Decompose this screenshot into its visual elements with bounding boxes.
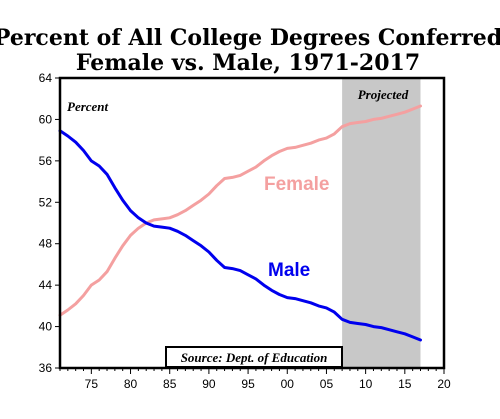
x-tick-label: 75 [85, 377, 99, 391]
projected-region [342, 78, 421, 368]
female-series-line [58, 104, 422, 317]
x-tick-label: 80 [124, 377, 138, 391]
x-tick-label: 00 [281, 377, 295, 391]
source-note: Source: Dept. of Education [181, 350, 328, 365]
female-series-label: Female [264, 174, 329, 195]
x-tick-label: 95 [241, 377, 255, 391]
male-series-label: Male [268, 260, 310, 281]
projected-label: Projected [358, 87, 409, 102]
y-tick-label: 48 [39, 237, 53, 251]
ylabel-annotation: Percent [67, 99, 109, 114]
male-series-line [58, 129, 422, 342]
x-tick-label: 85 [163, 377, 177, 391]
x-tick-label: 10 [359, 377, 373, 391]
y-tick-label: 56 [39, 154, 53, 168]
y-tick-label: 52 [39, 195, 53, 209]
x-tick-label: 15 [398, 377, 412, 391]
chart-subtitle: Female vs. Male, 1971-2017 [76, 50, 420, 76]
y-tick-label: 60 [39, 112, 53, 126]
y-tick-label: 36 [39, 361, 53, 375]
y-tick-label: 64 [39, 71, 53, 85]
x-tick-label: 20 [437, 377, 451, 391]
x-tick-label: 90 [202, 377, 216, 391]
y-tick-label: 40 [39, 320, 53, 334]
source-box [165, 346, 343, 368]
x-tick-label: 05 [320, 377, 334, 391]
y-tick-label: 44 [39, 278, 53, 292]
chart-title: Percent of All College Degrees Conferred [0, 25, 500, 51]
